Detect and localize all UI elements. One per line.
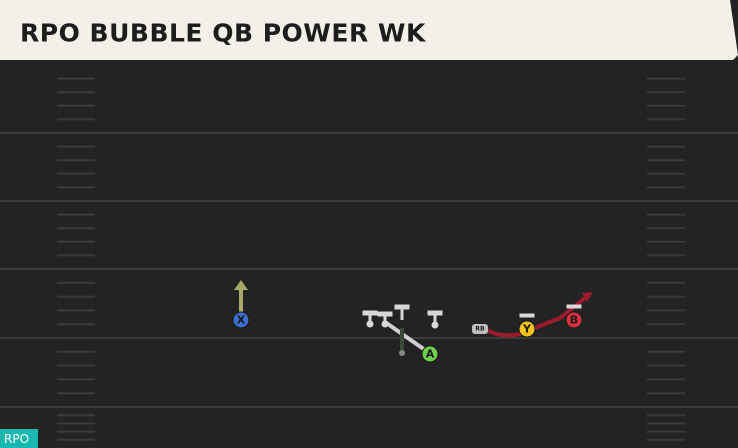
player-label: RB	[475, 326, 485, 333]
player-rb: RB	[472, 324, 488, 334]
header-banner	[0, 0, 738, 60]
player-label: A	[426, 348, 435, 361]
play-title: RPO BUBBLE QB POWER WK	[20, 19, 427, 48]
tag-badge	[0, 429, 38, 448]
player-x: X	[232, 311, 250, 329]
player-label: B	[570, 314, 578, 327]
routes	[234, 280, 593, 352]
play-tag: RPO	[4, 432, 29, 446]
player-b: B	[565, 311, 583, 329]
player-label: X	[237, 314, 246, 327]
player-a: A	[421, 345, 439, 363]
player-y: Y	[518, 320, 536, 338]
hash-marks	[57, 77, 685, 441]
player-label: Y	[522, 323, 532, 336]
linemen	[362, 304, 582, 356]
yard-lines	[0, 132, 738, 408]
